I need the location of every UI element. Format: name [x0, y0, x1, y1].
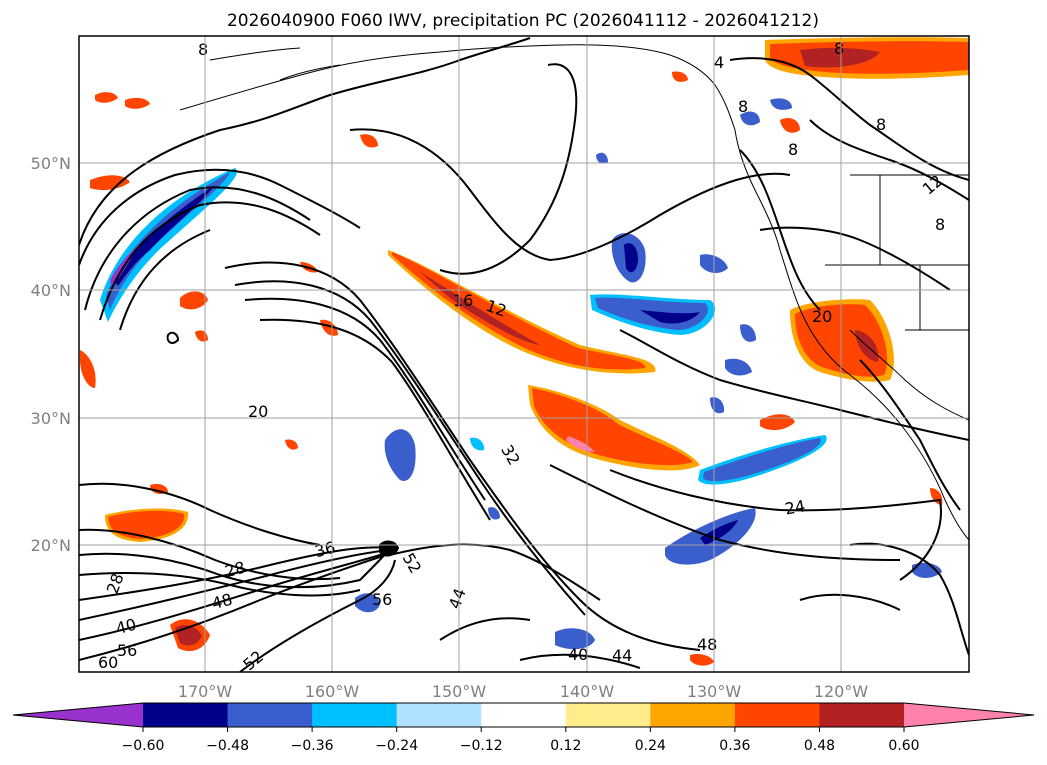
colorbar-segment: [13, 703, 143, 727]
longitude-label: 160°W: [305, 682, 360, 701]
longitude-label: 120°W: [814, 682, 869, 701]
longitude-label: 130°W: [687, 682, 742, 701]
colorbar-segment: [734, 703, 820, 727]
contour-label: 8: [876, 115, 886, 134]
colorbar-segment: [481, 703, 567, 727]
longitude-label: 170°W: [178, 682, 233, 701]
colorbar-tick-label: −0.60: [122, 738, 165, 754]
contour-label: 44: [612, 646, 632, 665]
contour-label: 8: [834, 39, 844, 58]
contour-label: 8: [198, 40, 208, 59]
colorbar-tick-label: 0.36: [719, 738, 750, 754]
longitude-label: 140°W: [560, 682, 615, 701]
iwv-contours: [79, 37, 969, 672]
colorbar-tick-label: 0.60: [888, 738, 919, 754]
latitude-label: 20°N: [31, 536, 71, 555]
contour-label: 8: [788, 140, 798, 159]
colorbar: −0.60 −0.48 −0.36 −0.24 −0.12 0.12 0.24 0.36 0.4…: [12, 702, 1035, 754]
colorbar-tick-label: 0.24: [635, 738, 666, 754]
colorbar-segment: [904, 703, 1034, 727]
contour-label: 40: [114, 615, 139, 639]
map-frame: [78, 35, 970, 673]
colorbar-segment: [227, 703, 313, 727]
colorbar-segment: [819, 703, 905, 727]
colorbar-tick-label: −0.24: [375, 738, 418, 754]
colorbar-segment: [312, 703, 398, 727]
colorbar-tick-label: −0.48: [206, 738, 249, 754]
contour-label: 16: [453, 291, 473, 310]
contour-label: 36: [313, 538, 338, 562]
contour-label: 8: [738, 97, 748, 116]
colorbar-outline: [12, 702, 1035, 728]
colorbar-tick-label: −0.36: [291, 738, 334, 754]
latitude-label: 40°N: [31, 281, 71, 300]
coastlines: [179, 44, 969, 541]
longitude-labels: 170°W 160°W 150°W 140°W 130°W 120°W: [178, 682, 869, 701]
contour-label: 60: [98, 653, 118, 672]
contour-label: 8: [935, 215, 945, 234]
contour-label: 48: [210, 590, 235, 614]
colorbar-tick-label: 0.48: [804, 738, 835, 754]
contour-label: 56: [372, 590, 392, 609]
figure-title: 2026040900 F060 IWV, precipitation PC (2…: [227, 11, 819, 31]
contour-label: 20: [248, 402, 268, 421]
colorbar-segment: [143, 703, 229, 727]
precipitation-shading: [80, 37, 969, 666]
contour-label: 28: [223, 558, 248, 582]
gridlines: [79, 36, 969, 672]
colorbar-segment: [396, 703, 482, 727]
latitude-label: 30°N: [31, 409, 71, 428]
contour-label: 20: [812, 307, 832, 326]
latitude-labels: 50°N 40°N 30°N 20°N: [31, 154, 71, 555]
colorbar-tick-label: 0.12: [550, 738, 581, 754]
contour-label: 24: [783, 496, 806, 518]
colorbar-segment: [650, 703, 736, 727]
contour-label: 4: [714, 53, 724, 72]
longitude-label: 150°W: [432, 682, 487, 701]
contour-label: 48: [697, 635, 717, 654]
latitude-label: 50°N: [31, 154, 71, 173]
colorbar-segment: [565, 703, 651, 727]
contour-label: 40: [568, 645, 588, 664]
contour-label: 56: [117, 641, 137, 660]
colorbar-tick-label: −0.12: [460, 738, 503, 754]
